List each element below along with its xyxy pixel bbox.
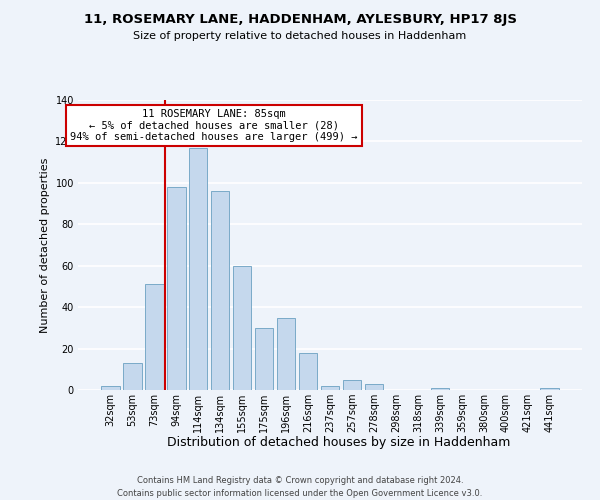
Y-axis label: Number of detached properties: Number of detached properties bbox=[40, 158, 50, 332]
Bar bbox=[255, 328, 274, 390]
Text: 11 ROSEMARY LANE: 85sqm
← 5% of detached houses are smaller (28)
94% of semi-det: 11 ROSEMARY LANE: 85sqm ← 5% of detached… bbox=[70, 108, 358, 142]
Bar bbox=[211, 191, 229, 390]
Bar bbox=[431, 388, 449, 390]
Bar bbox=[277, 318, 295, 390]
Bar bbox=[365, 384, 383, 390]
Bar bbox=[167, 187, 185, 390]
Bar bbox=[123, 363, 142, 390]
Bar bbox=[189, 148, 208, 390]
Text: 11, ROSEMARY LANE, HADDENHAM, AYLESBURY, HP17 8JS: 11, ROSEMARY LANE, HADDENHAM, AYLESBURY,… bbox=[83, 12, 517, 26]
Bar bbox=[343, 380, 361, 390]
Text: Distribution of detached houses by size in Haddenham: Distribution of detached houses by size … bbox=[167, 436, 511, 449]
Bar bbox=[145, 284, 164, 390]
Bar bbox=[233, 266, 251, 390]
Text: Contains HM Land Registry data © Crown copyright and database right 2024.
Contai: Contains HM Land Registry data © Crown c… bbox=[118, 476, 482, 498]
Bar bbox=[299, 352, 317, 390]
Bar bbox=[541, 388, 559, 390]
Bar bbox=[320, 386, 340, 390]
Text: Size of property relative to detached houses in Haddenham: Size of property relative to detached ho… bbox=[133, 31, 467, 41]
Bar bbox=[101, 386, 119, 390]
